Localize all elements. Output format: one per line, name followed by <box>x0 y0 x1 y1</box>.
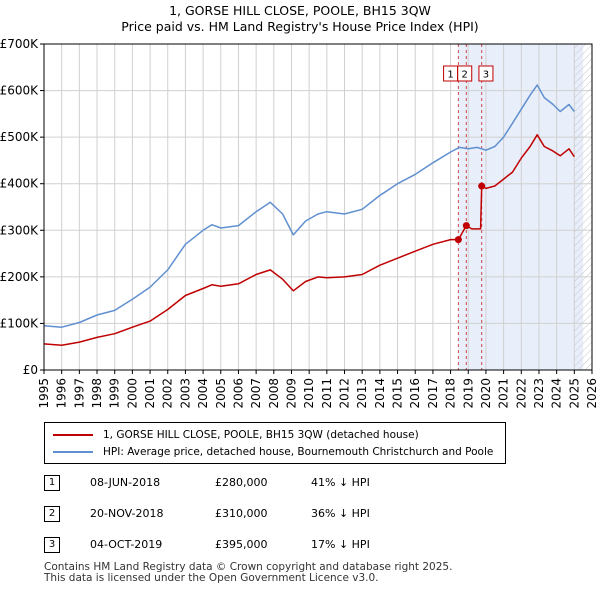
legend-swatch-hpi <box>53 451 93 453</box>
series-line-hpi <box>44 84 575 328</box>
x-tick-label: 2021 <box>497 378 511 409</box>
x-tick-label: 2001 <box>143 378 157 409</box>
x-tick-label: 2003 <box>178 378 192 409</box>
x-tick-label: 2011 <box>320 378 334 409</box>
footer-attribution: Contains HM Land Registry data © Crown c… <box>44 562 452 584</box>
y-tick-label: £300K <box>0 223 39 237</box>
x-tick-label: 2024 <box>550 378 564 409</box>
sale-label-frame <box>478 65 494 82</box>
highlight-region <box>458 44 584 370</box>
sale-hpi-diff: 41% ↓ HPI <box>311 476 370 489</box>
sale-date: 20-NOV-2018 <box>90 507 164 520</box>
x-tick-label: 2019 <box>461 378 475 409</box>
sale-point-2 <box>462 222 470 230</box>
x-tick-label: 2025 <box>567 378 581 409</box>
series-line-property <box>44 134 575 347</box>
sale-label-number: 2 <box>462 70 468 81</box>
y-tick-label: £100K <box>0 316 39 330</box>
sale-label-number: 1 <box>447 70 453 81</box>
legend-label-property: 1, GORSE HILL CLOSE, POOLE, BH15 3QW (de… <box>103 429 419 441</box>
sale-price: £280,000 <box>215 476 268 489</box>
y-tick-label: £500K <box>0 130 39 144</box>
x-tick-label: 1998 <box>90 378 104 409</box>
x-tick-label: 2013 <box>355 378 369 409</box>
x-tick-label: 2012 <box>338 378 352 409</box>
y-tick-label: £400K <box>0 177 39 191</box>
table-row: 3 04-OCT-2019 £395,000 17% ↓ HPI <box>44 537 464 553</box>
chart-title-address: 1, GORSE HILL CLOSE, POOLE, BH15 3QW <box>169 3 431 18</box>
legend-item-property: 1, GORSE HILL CLOSE, POOLE, BH15 3QW (de… <box>53 427 419 443</box>
sale-number-badge: 1 <box>44 475 60 491</box>
x-tick-label: 1996 <box>55 378 69 409</box>
x-tick-label: 2015 <box>391 378 405 409</box>
sale-number-badge: 2 <box>44 506 60 522</box>
x-tick-label: 2009 <box>284 378 298 409</box>
x-tick-label: 2023 <box>532 378 546 409</box>
x-tick-label: 1999 <box>108 378 122 409</box>
sale-label-box-3: 3 <box>478 65 494 82</box>
y-tick-label: £700K <box>0 37 39 51</box>
x-tick-label: 2018 <box>444 378 458 409</box>
legend-swatch-property <box>53 434 93 436</box>
sale-label-box-1: 1 <box>443 65 459 82</box>
chart-subtitle: Price paid vs. HM Land Registry's House … <box>121 19 479 34</box>
x-tick-label: 2007 <box>249 378 263 409</box>
x-tick-label: 2002 <box>161 378 175 409</box>
footer-copyright: Contains HM Land Registry data © Crown c… <box>44 561 453 573</box>
sale-point-1 <box>454 236 462 244</box>
sale-price: £310,000 <box>215 507 268 520</box>
x-tick-label: 2022 <box>514 378 528 409</box>
x-tick-label: 2026 <box>585 378 599 409</box>
legend-item-hpi: HPI: Average price, detached house, Bour… <box>53 444 493 460</box>
x-tick-label: 2006 <box>231 378 245 409</box>
x-tick-label: 2014 <box>373 378 387 409</box>
x-tick-label: 2017 <box>426 378 440 409</box>
sale-date: 08-JUN-2018 <box>90 476 161 489</box>
y-tick-label: £0 <box>23 363 38 377</box>
x-tick-label: 2000 <box>125 378 139 409</box>
sale-label-frame <box>457 65 473 82</box>
table-row: 2 20-NOV-2018 £310,000 36% ↓ HPI <box>44 506 464 522</box>
footer-licence: This data is licensed under the Open Gov… <box>44 572 379 584</box>
x-tick-label: 2004 <box>196 378 210 409</box>
hatched-region <box>574 44 592 370</box>
x-tick-label: 1997 <box>72 378 86 409</box>
sale-label-box-2: 2 <box>457 65 473 82</box>
x-tick-label: 1995 <box>37 378 51 409</box>
chart-legend: 1, GORSE HILL CLOSE, POOLE, BH15 3QW (de… <box>44 422 506 464</box>
legend-label-hpi: HPI: Average price, detached house, Bour… <box>103 446 494 458</box>
x-tick-label: 2008 <box>267 378 281 409</box>
x-tick-label: 2005 <box>214 378 228 409</box>
sale-hpi-diff: 17% ↓ HPI <box>311 538 370 551</box>
x-tick-label: 2010 <box>302 378 316 409</box>
sale-hpi-diff: 36% ↓ HPI <box>311 507 370 520</box>
sale-point-3 <box>478 182 486 190</box>
sale-label-number: 3 <box>483 70 489 81</box>
x-tick-label: 2016 <box>408 378 422 409</box>
sale-date: 04-OCT-2019 <box>90 538 163 551</box>
sale-price: £395,000 <box>215 538 268 551</box>
x-tick-label: 2020 <box>479 378 493 409</box>
plot-frame <box>43 43 593 371</box>
table-row: 1 08-JUN-2018 £280,000 41% ↓ HPI <box>44 475 464 491</box>
sale-number-badge: 3 <box>44 537 60 553</box>
y-tick-label: £200K <box>0 270 39 284</box>
y-tick-label: £600K <box>0 84 39 98</box>
